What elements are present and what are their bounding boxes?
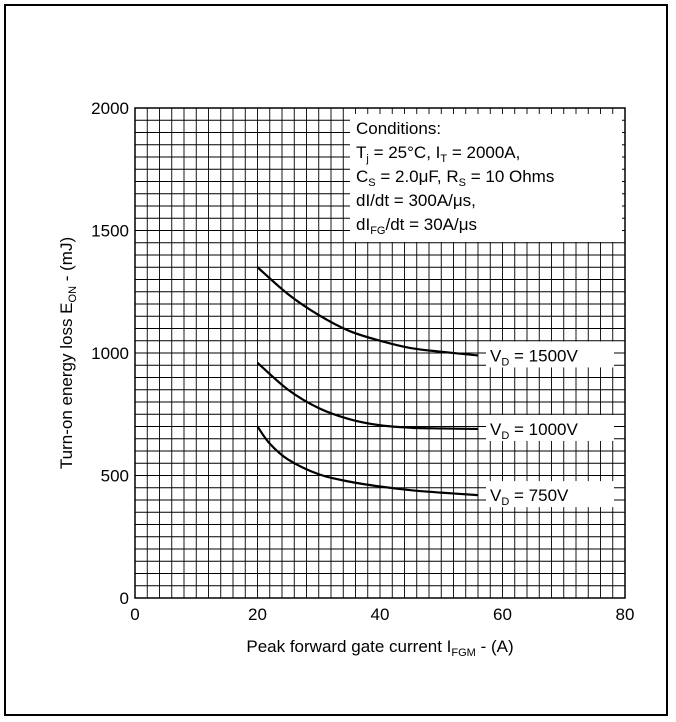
conditions-box (350, 114, 622, 242)
x-tick-label: 80 (616, 605, 635, 624)
conditions-line: CS = 2.0μF, RS = 10 Ohms (356, 167, 554, 189)
y-axis-label: Turn-on energy loss EON - (mJ) (57, 237, 79, 469)
conditions-line: dIFG/dt = 30A/μs (356, 215, 477, 237)
x-tick-label: 60 (493, 605, 512, 624)
conditions-line: Tj = 25°C, IT = 2000A, (356, 143, 520, 165)
conditions-title: Conditions: (356, 119, 441, 138)
y-tick-label: 0 (120, 589, 129, 608)
x-tick-label: 0 (130, 605, 139, 624)
series-label: VD = 1500V (490, 346, 578, 368)
x-axis-label: Peak forward gate current IFGM - (A) (246, 637, 513, 659)
x-tick-label: 20 (248, 605, 267, 624)
y-tick-label: 500 (101, 467, 129, 486)
series-label: VD = 1000V (490, 420, 578, 442)
series-line (256, 425, 479, 497)
y-tick-label: 1000 (91, 344, 129, 363)
series-label-bg (486, 414, 614, 441)
conditions-line: dI/dt = 300A/μs, (356, 191, 476, 210)
x-tick-label: 40 (371, 605, 390, 624)
series-line (256, 361, 479, 431)
series-label-bg (486, 481, 614, 508)
series-label: VD = 750V (490, 486, 569, 508)
plot-border (134, 107, 626, 599)
y-tick-label: 1500 (91, 222, 129, 241)
series-label-bg (486, 341, 614, 368)
y-tick-label: 2000 (91, 99, 129, 118)
series-line (256, 266, 479, 357)
